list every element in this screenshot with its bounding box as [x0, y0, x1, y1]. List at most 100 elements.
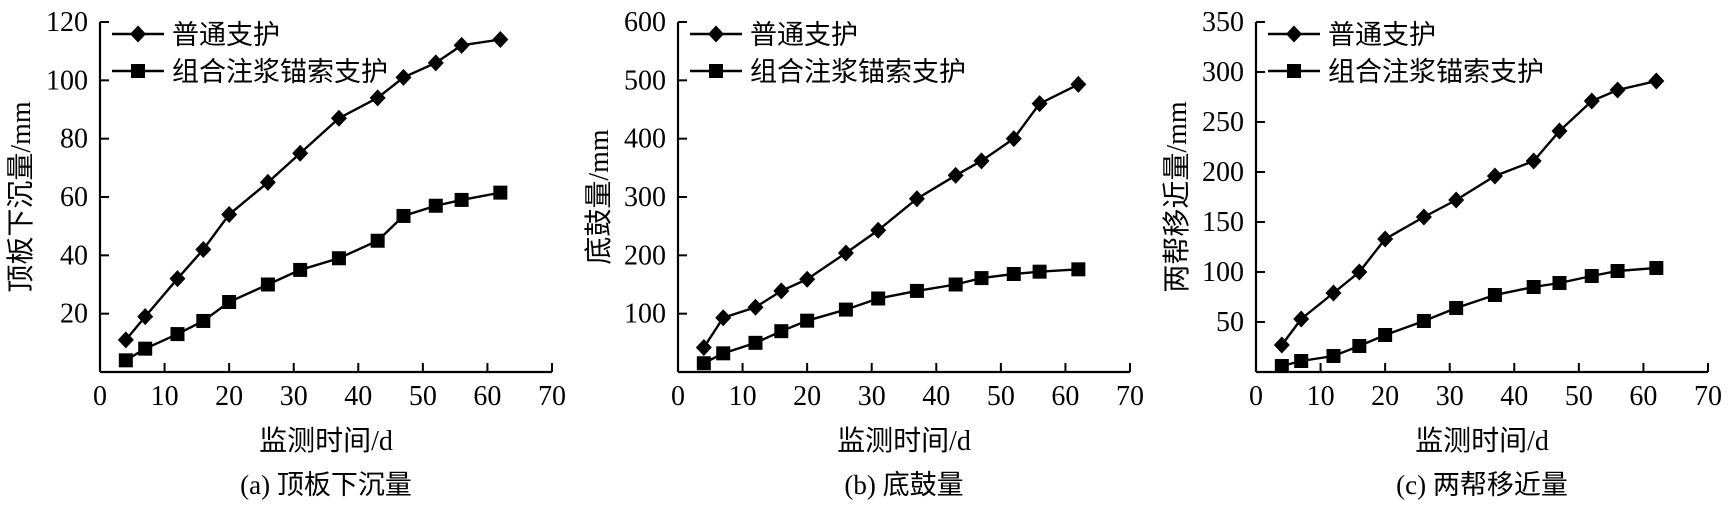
series-ordinary-support-diamond-marker: [221, 206, 238, 223]
x-tick-label: 40: [1500, 381, 1528, 412]
x-tick-label: 0: [1249, 381, 1263, 412]
series-grouting-anchor-support-square-marker: [909, 283, 924, 298]
x-tick-label: 70: [1116, 381, 1144, 412]
series-ordinary-support-diamond-marker: [1486, 167, 1503, 185]
series-ordinary-support-diamond-marker: [492, 31, 509, 48]
series-grouting-anchor-support-square-marker: [293, 262, 308, 277]
x-tick-label: 40: [344, 381, 372, 412]
series-ordinary-support-diamond-marker: [453, 36, 470, 54]
series-grouting-anchor-support-square-marker: [1610, 264, 1625, 278]
panel-caption: (c) 两帮移近量: [1396, 470, 1568, 500]
x-tick-label: 10: [729, 381, 757, 412]
series-grouting-anchor-support-square-marker: [1487, 288, 1502, 302]
series-grouting-anchor-support-square-marker: [1274, 359, 1289, 373]
series-ordinary-support-diamond-marker: [137, 308, 154, 326]
x-tick-label: 20: [1371, 381, 1399, 412]
series-ordinary-support-diamond-marker: [1448, 191, 1465, 209]
series-ordinary-support-diamond-marker: [1648, 72, 1665, 90]
series-grouting-anchor-support-square-marker: [196, 313, 211, 328]
y-tick-label: 300: [1202, 57, 1244, 88]
y-tick-label: 80: [60, 124, 88, 155]
series-ordinary-support-diamond-marker: [1415, 208, 1432, 226]
series-ordinary-support-diamond-marker: [395, 68, 412, 86]
series-ordinary-support-diamond-marker: [1273, 336, 1290, 354]
legend-label-1: 普通支护: [172, 20, 280, 50]
y-tick-label: 300: [624, 182, 666, 213]
series-grouting-anchor-support-square-marker: [138, 341, 153, 356]
series-ordinary-support-diamond-marker: [908, 190, 925, 208]
chart-panel-roof-subsidence: 0 10 20 30 40 50 60 70 20 40 60 80 100 120 普通支护组合注浆锚索支…: [0, 0, 578, 511]
series-grouting-anchor-support-square-marker: [774, 324, 789, 339]
series-ordinary-support-line: [1280, 79, 1657, 346]
series-grouting-anchor-support-square-marker: [428, 198, 443, 213]
y-tick-label: 150: [1202, 207, 1244, 238]
x-tick-label: 0: [93, 381, 107, 412]
y-tick-label: 100: [624, 299, 666, 330]
series-ordinary-support-diamond-marker: [369, 89, 386, 107]
legend-label-1: 普通支护: [750, 20, 858, 50]
y-tick-label: 60: [60, 182, 88, 213]
y-axis-title: 底鼓量/mm: [583, 129, 615, 265]
series-grouting-anchor-support-square-marker: [974, 271, 989, 286]
series-grouting-anchor-support-square-marker: [118, 353, 133, 368]
series-ordinary-support-diamond-marker: [1583, 92, 1600, 110]
y-tick-label: 100: [1202, 257, 1244, 288]
series-ordinary-support-diamond-marker: [1293, 310, 1310, 328]
series-grouting-anchor-support-square-marker: [838, 302, 853, 317]
x-tick-label: 70: [538, 381, 566, 412]
series-grouting-anchor-support-square-marker: [1649, 261, 1664, 275]
series-ordinary-support-diamond-marker: [330, 109, 347, 127]
series-ordinary-support-diamond-marker: [1351, 263, 1368, 281]
series-grouting-anchor-support-square-marker: [1584, 269, 1599, 283]
x-tick-label: 30: [1436, 381, 1464, 412]
panel-caption: (b) 底鼓量: [844, 470, 963, 500]
y-tick-label: 200: [1202, 157, 1244, 188]
panel-caption: (a) 顶板下沉量: [240, 470, 412, 500]
x-axis-title: 监测时间/d: [1415, 425, 1549, 457]
legend-label-2: 组合注浆锚索支护: [1328, 57, 1544, 87]
series-ordinary-support-diamond-marker: [947, 166, 964, 184]
series-ordinary-support-diamond-marker: [427, 54, 444, 72]
series-ordinary-support-diamond-marker: [195, 241, 212, 258]
series-ordinary-support-diamond-marker: [837, 244, 854, 262]
series-ordinary-support-diamond-marker: [117, 331, 134, 349]
y-tick-label: 100: [46, 65, 88, 96]
y-tick-label: 500: [624, 65, 666, 96]
series-grouting-anchor-support-square-marker: [1378, 328, 1393, 342]
legend-label-2: 组合注浆锚索支护: [172, 57, 388, 87]
legend-diamond-marker: [1286, 25, 1302, 43]
series-ordinary-support-diamond-marker: [1525, 152, 1542, 170]
x-tick-label: 10: [1307, 381, 1335, 412]
series-grouting-anchor-support-square-marker: [1449, 301, 1464, 315]
series-ordinary-support-diamond-marker: [1070, 75, 1087, 93]
legend-diamond-marker: [130, 25, 146, 43]
series-grouting-anchor-support-square-marker: [454, 192, 469, 207]
series-grouting-anchor-support-square-marker: [871, 291, 886, 306]
y-tick-label: 400: [624, 124, 666, 155]
series-ordinary-support-diamond-marker: [715, 309, 732, 327]
series-grouting-anchor-support-square-marker: [1326, 349, 1341, 363]
series-grouting-anchor-support-square-marker: [716, 346, 731, 361]
x-tick-label: 60: [1051, 381, 1079, 412]
series-ordinary-support-diamond-marker: [973, 152, 990, 170]
series-grouting-anchor-support-square-marker: [1416, 314, 1431, 328]
y-axis-title: 顶板下沉量/mm: [5, 101, 37, 293]
series-ordinary-support-diamond-marker: [1551, 122, 1568, 140]
x-tick-label: 60: [1629, 381, 1657, 412]
series-grouting-anchor-support-square-marker: [1526, 280, 1541, 294]
series-grouting-anchor-support-square-marker: [260, 277, 275, 292]
series-ordinary-support-diamond-marker: [1325, 284, 1342, 302]
x-tick-label: 50: [409, 381, 437, 412]
series-grouting-anchor-support-square-marker: [1294, 354, 1309, 368]
y-axis-title: 两帮移近量/mm: [1161, 101, 1193, 293]
legend-diamond-marker: [708, 25, 724, 43]
legend-square-marker: [1287, 64, 1301, 78]
y-tick-label: 250: [1202, 107, 1244, 138]
series-grouting-anchor-support-square-marker: [1352, 339, 1367, 353]
series-ordinary-support-diamond-marker: [1609, 81, 1626, 99]
series-ordinary-support-diamond-marker: [1005, 130, 1022, 148]
chart-panel-rib-convergence: 0 10 20 30 40 50 60 70 50 100 150 200 250 300 350 普通支护组…: [1156, 0, 1734, 511]
series-ordinary-support-diamond-marker: [799, 270, 816, 288]
series-grouting-anchor-support-square-marker: [800, 313, 815, 328]
